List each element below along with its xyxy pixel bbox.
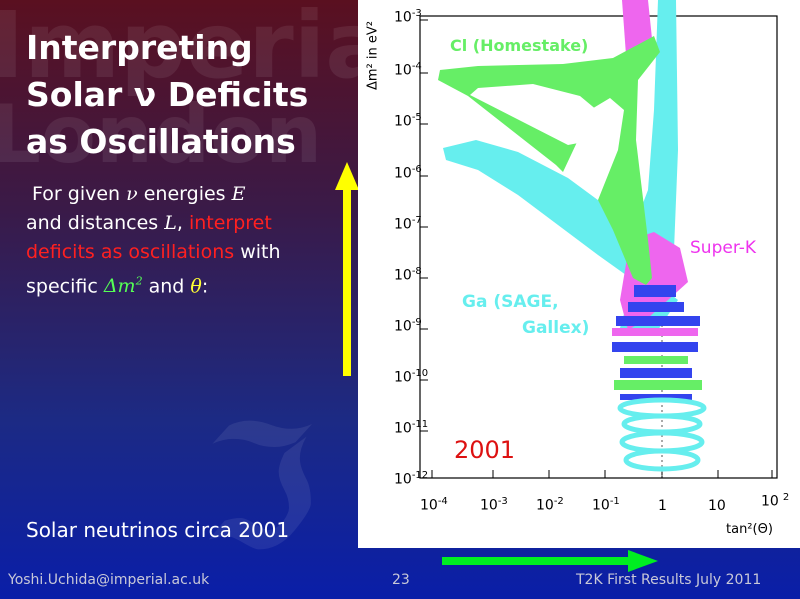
y-tick-label: 10-3 (394, 8, 422, 26)
highlight-text: interpret deficits as oscillations (26, 212, 272, 263)
x-tick-label: 10-3 (480, 496, 508, 514)
body-text: and (142, 275, 191, 298)
ga-label-line2: Gallex) (522, 318, 590, 338)
footer-email: Yoshi.Uchida@imperial.ac.uk (8, 572, 210, 588)
theta-symbol: θ (190, 275, 202, 298)
body-text: : (201, 275, 209, 298)
y-axis-label: Δm² in eV² (365, 21, 381, 90)
x-tick-label: 10 (708, 498, 726, 514)
y-tick-label: 10-9 (394, 317, 422, 335)
body-text: For given (32, 183, 127, 205)
y-tick-label: 10-6 (394, 164, 422, 182)
x-tick-label: 10-4 (420, 496, 448, 514)
x-tick-label: 10-2 (536, 496, 564, 514)
footer-page-number: 23 (392, 572, 410, 588)
y-tick-label: 10-11 (394, 419, 429, 437)
y-tick-label: 10-8 (394, 266, 422, 284)
title-line: Solar ν Deficits (26, 75, 309, 114)
year-label: 2001 (454, 436, 516, 464)
x-tick-label: 10 2 (761, 492, 790, 510)
energy-symbol: E (231, 183, 246, 205)
body-text: , (176, 212, 189, 234)
body-text: with specific (26, 241, 281, 298)
slide-title: Interpreting Solar ν Deficits as Oscilla… (26, 24, 346, 165)
watermark-logo: ℑ (200, 390, 319, 588)
ga-label-line1: Ga (SAGE, (462, 292, 559, 312)
body-text: and distances (26, 212, 165, 234)
x-tick-label: 10-1 (592, 496, 620, 514)
horizontal-arrow-icon (442, 550, 658, 572)
y-tick-label: 10-10 (394, 368, 429, 386)
y-tick-label: 10-12 (394, 470, 429, 488)
watermark-london: London (0, 88, 323, 181)
slide-body: For given ν energies E and distances L, … (26, 180, 326, 301)
footer-event: T2K First Results July 2011 (576, 572, 762, 588)
cl-label: Cl (Homestake) (450, 36, 589, 55)
plot-figure (419, 0, 778, 479)
title-line: as Oscillations (26, 122, 296, 161)
y-tick-label: 10-5 (394, 112, 422, 130)
y-tick-label: 10-4 (394, 61, 422, 79)
y-tick-label: 10-7 (394, 215, 422, 233)
vertical-arrow-icon (335, 162, 359, 376)
body-text: energies (137, 183, 232, 205)
x-tick-label: 1 (658, 498, 667, 514)
title-line: Interpreting (26, 28, 253, 67)
nu-symbol: ν (126, 183, 138, 205)
watermark-imperial: Imperial (0, 0, 419, 99)
solar-oscillation-plot: Δm² in eV² 10-3 10-4 10-5 10-6 10-7 10-8… (358, 0, 800, 548)
x-axis-label: tan²(Θ) (726, 522, 773, 537)
delta-m2-symbol: Δm2 (103, 275, 143, 298)
superk-label: Super-K (690, 238, 756, 258)
slide-caption: Solar neutrinos circa 2001 (26, 518, 290, 542)
distance-symbol: L (164, 212, 177, 234)
